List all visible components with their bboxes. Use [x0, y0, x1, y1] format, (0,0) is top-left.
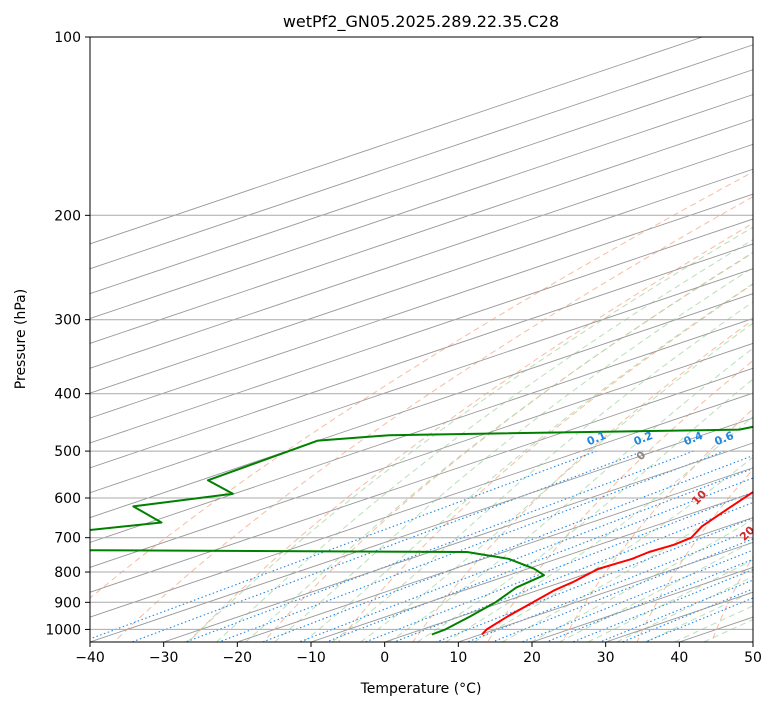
dry-adiabat [636, 468, 753, 642]
mixing-ratio-line [218, 450, 725, 642]
isotherm-line [237, 467, 753, 642]
dewpoint-profile-line [90, 425, 753, 636]
x-tick-label: 20 [523, 650, 541, 666]
y-tick-label: 600 [54, 491, 81, 507]
profile-lines [90, 425, 753, 636]
mixing-ratio-label: 0.6 [713, 429, 736, 448]
chart-title: wetPf2_GN05.2025.289.22.35.C28 [283, 12, 559, 32]
moist-adiabat [274, 266, 753, 642]
dry-adiabat [711, 555, 753, 642]
isotherm-line [90, 392, 753, 618]
y-tick-label: 100 [54, 30, 81, 46]
mixing-ratio-line [262, 455, 753, 642]
x-axis-label: Temperature (°C) [360, 681, 482, 697]
moist-adiabat [186, 226, 753, 642]
dry-adiabat [487, 360, 753, 642]
y-axis: 100 200 300 400 500 600 700 800 900 1000 [45, 30, 90, 638]
dry-adiabat [337, 283, 753, 642]
x-axis: −40 −30 −20 −10 0 10 20 30 40 50 [75, 642, 762, 666]
mixing-ratio-label: 0.4 [682, 429, 705, 448]
isotherm-line [90, 168, 753, 394]
y-tick-label: 200 [54, 208, 81, 224]
x-tick-label: 10 [449, 650, 467, 666]
x-tick-label: 40 [670, 650, 688, 666]
temperature-profile-line [481, 490, 753, 636]
moist-adiabat-label: 0 [634, 448, 649, 463]
dry-adiabat [90, 171, 753, 599]
y-tick-label: 900 [54, 595, 81, 611]
isotherm-line [90, 193, 753, 419]
mixing-ratio-line [436, 517, 753, 642]
y-tick-label: 800 [54, 565, 81, 581]
isotherm-line [163, 442, 753, 642]
moist-adiabat [216, 239, 753, 642]
y-tick-label: 1000 [45, 622, 81, 638]
moist-adiabat [303, 283, 753, 642]
mixing-ratio-label: 1 [759, 431, 771, 446]
isotherm-line [90, 342, 753, 568]
isotherm-line [90, 243, 753, 469]
isotherm-line [90, 69, 753, 295]
y-tick-label: 500 [54, 444, 81, 460]
mixing-ratio-line [492, 538, 753, 642]
mixing-ratio-line [572, 568, 753, 642]
moist-adiabat-label: 20 [737, 523, 757, 543]
isotherm-line [90, 118, 753, 344]
y-tick-label: 700 [54, 531, 81, 547]
isotherm-line [90, 44, 753, 270]
isotherm-line [90, 268, 753, 494]
x-tick-label: −10 [296, 650, 326, 666]
plot-frame [89, 36, 754, 643]
moist-adiabat-label: 10 [689, 487, 709, 507]
mixing-ratio-line [131, 450, 644, 642]
isotherm-line [90, 293, 753, 519]
moist-adiabat [645, 590, 753, 642]
isotherm-line [90, 94, 753, 319]
dry-adiabat [188, 222, 753, 642]
moist-adiabat [445, 415, 753, 642]
y-tick-label: 300 [54, 313, 81, 329]
isotherm-line [90, 218, 753, 444]
x-tick-label: 30 [597, 650, 615, 666]
y-tick-label: 400 [54, 387, 81, 403]
moist-adiabat [473, 456, 753, 642]
moist-adiabat [703, 618, 753, 642]
mixing-ratio-line [299, 467, 753, 642]
moist-adiabat [616, 575, 753, 642]
moist-adiabat [559, 540, 753, 642]
x-tick-label: 50 [744, 650, 762, 666]
dry-adiabat [412, 319, 753, 642]
moist-adiabat [245, 252, 753, 642]
isotherm-line [90, 37, 703, 245]
x-tick-label: −40 [75, 650, 105, 666]
x-tick-label: 0 [380, 650, 389, 666]
moist-adiabat [388, 347, 753, 642]
isotherm-line [90, 417, 753, 642]
x-tick-label: −30 [149, 650, 179, 666]
y-axis-label: Pressure (hPa) [13, 289, 29, 389]
dry-adiabat [561, 408, 753, 642]
moist-adiabat [417, 378, 753, 642]
mixing-ratio-line [521, 549, 753, 642]
moist-adiabat [587, 559, 753, 642]
x-tick-label: −20 [223, 650, 253, 666]
mixing-ratio-line [393, 501, 753, 642]
isotherm-line [310, 492, 753, 642]
mixing-ratio-line [325, 477, 753, 642]
isotherm-line [90, 367, 753, 593]
background-lines [90, 37, 753, 642]
isotherm-line [90, 143, 753, 369]
isotherm-line [90, 318, 753, 543]
isotherm-line [752, 641, 753, 642]
mixing-ratio-line [185, 450, 694, 642]
